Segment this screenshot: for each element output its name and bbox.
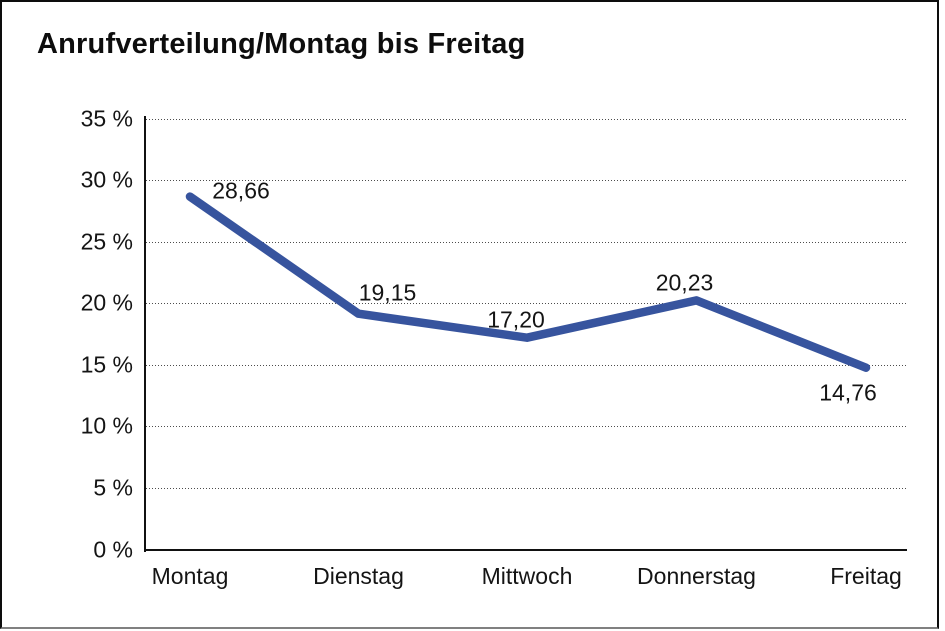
gridline — [146, 180, 907, 181]
y-tick-label: 5 % — [93, 474, 133, 501]
y-tick-label: 20 % — [80, 289, 133, 316]
y-tick-label: 10 % — [80, 412, 133, 439]
x-category-label: Dienstag — [313, 563, 404, 589]
x-category-label: Montag — [151, 563, 229, 589]
data-point-label: 14,76 — [819, 379, 877, 406]
data-point-label: 20,23 — [655, 269, 714, 296]
data-point-label: 28,66 — [212, 177, 270, 204]
x-category-label: Donnerstag — [637, 563, 756, 589]
y-tick-label: 30 % — [80, 166, 133, 193]
y-tick-label: 0 % — [93, 536, 133, 562]
y-tick-label: 25 % — [80, 228, 133, 255]
x-category-label: Mittwoch — [481, 563, 573, 589]
x-category-label: Freitag — [830, 563, 902, 589]
gridline — [146, 365, 907, 366]
y-tick-label: 15 % — [80, 351, 133, 378]
gridline — [146, 303, 907, 304]
gridline — [146, 119, 907, 120]
y-axis — [144, 116, 146, 552]
x-axis — [144, 549, 907, 551]
gridline — [146, 488, 907, 489]
gridline — [146, 426, 907, 427]
chart-title: Anrufverteilung/Montag bis Freitag — [37, 28, 526, 60]
data-point-label: 19,15 — [358, 279, 417, 306]
gridline — [146, 242, 907, 243]
y-tick-label: 35 % — [80, 105, 133, 131]
series-line — [185, 192, 871, 372]
data-point-label: 17,20 — [487, 306, 545, 333]
